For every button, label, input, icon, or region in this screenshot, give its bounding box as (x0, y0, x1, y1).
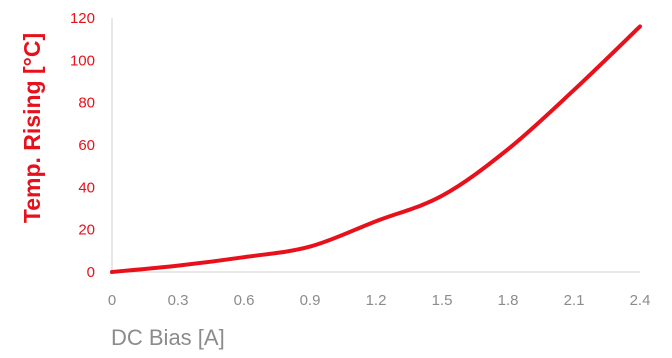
y-tick-label: 0 (87, 264, 95, 281)
y-tick-label: 120 (70, 10, 95, 27)
x-axis-label: DC Bias [A] (111, 325, 225, 350)
series-group (110, 24, 642, 274)
x-tick-label: 0.6 (234, 292, 255, 309)
x-tick-label: 2.1 (564, 292, 585, 309)
y-tick-label: 20 (78, 222, 95, 239)
x-tick-label: 0.9 (300, 292, 321, 309)
y-tick-label: 40 (78, 179, 95, 196)
x-tick-label: 1.2 (366, 292, 387, 309)
y-tick-label: 60 (78, 137, 95, 154)
series-line-0 (110, 24, 642, 274)
x-tick-label: 1.5 (432, 292, 453, 309)
x-tick-label: 0 (108, 292, 116, 309)
y-tick-label: 100 (70, 52, 95, 69)
x-tick-label: 0.3 (168, 292, 189, 309)
y-tick-labels: 0 20 40 60 80 100 120 (70, 10, 95, 281)
y-tick-label: 80 (78, 95, 95, 112)
x-tick-label: 1.8 (498, 292, 519, 309)
y-axis-label: Temp. Rising [°C] (19, 33, 45, 223)
x-tick-label: 2.4 (630, 292, 651, 309)
x-tick-labels: 0 0.3 0.6 0.9 1.2 1.5 1.8 2.1 2.4 (108, 292, 651, 309)
